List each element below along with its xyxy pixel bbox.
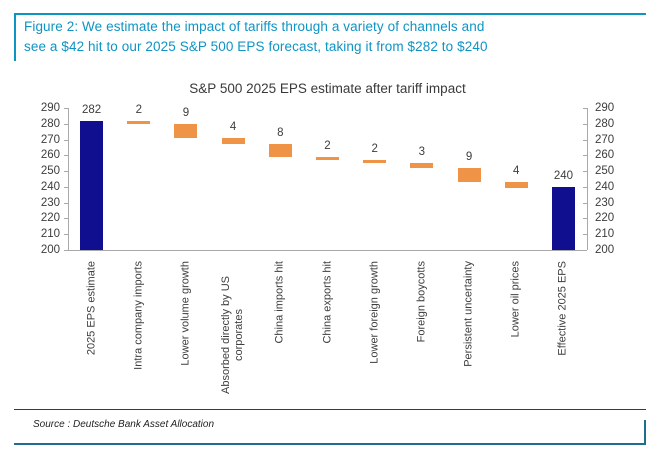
y-tick-right <box>583 155 587 157</box>
bar-value-label: 3 <box>418 146 426 159</box>
y-tick-label-left: 260 <box>40 149 60 162</box>
y-tick-right <box>583 250 587 251</box>
bar-value-label: 2 <box>371 143 378 156</box>
y-tick-left <box>64 186 68 188</box>
category-label: Foreign boycotts <box>415 261 428 343</box>
y-tick-label-left: 240 <box>40 180 60 193</box>
y-tick-label-right: 250 <box>595 165 615 178</box>
waterfall-bar-decrease <box>268 144 292 157</box>
y-tick-left <box>64 171 68 173</box>
waterfall-bar-decrease <box>316 156 339 161</box>
y-axis-right <box>587 108 588 250</box>
y-tick-right <box>583 171 587 173</box>
figure-title-line2: see a $42 hit to our 2025 S&P 500 EPS fo… <box>24 38 488 54</box>
y-tick-label-right: 230 <box>595 196 615 209</box>
category-label: 2025 EPS estimate <box>85 261 98 356</box>
y-tick-label-right: 270 <box>595 133 615 146</box>
figure-title-accent-bar <box>14 13 16 61</box>
y-tick-right <box>583 139 587 141</box>
figure-bottom-rule <box>14 443 646 445</box>
y-tick-left <box>64 218 68 220</box>
bar-value-label: 9 <box>182 106 190 119</box>
y-tick-left <box>64 108 68 109</box>
figure-title-line1: Figure 2: We estimate the impact of tari… <box>24 19 485 34</box>
category-label: Lower volume growth <box>179 261 192 366</box>
y-tick-label-left: 280 <box>40 117 60 130</box>
y-tick-label-left: 250 <box>40 165 60 178</box>
waterfall-bar-total <box>551 186 575 250</box>
bar-value-label: 240 <box>553 169 573 182</box>
y-tick-label-right: 220 <box>595 212 615 225</box>
y-tick-label-right: 200 <box>595 244 615 256</box>
y-tick-right <box>583 186 587 188</box>
y-tick-left <box>64 139 68 141</box>
category-label: China imports hit <box>273 261 286 344</box>
category-label: Intra company imports <box>132 261 145 370</box>
y-tick-right <box>583 123 587 125</box>
category-label: Absorbed directly by US corporates <box>220 276 246 394</box>
y-tick-label-right: 240 <box>595 180 615 193</box>
figure-title: Figure 2: We estimate the impact of tari… <box>24 17 488 56</box>
bar-value-label: 2 <box>135 103 142 116</box>
y-tick-label-right: 210 <box>595 228 615 241</box>
y-tick-left <box>64 155 68 157</box>
bar-value-label: 9 <box>465 150 473 163</box>
bar-value-label: 4 <box>229 120 237 133</box>
bar-value-label: 4 <box>513 165 520 178</box>
source-note: Source : Deutsche Bank Asset Allocation <box>33 419 215 430</box>
waterfall-bar-decrease <box>457 167 481 183</box>
y-tick-label-left: 290 <box>40 102 60 114</box>
category-label: Lower foreign growth <box>368 261 381 364</box>
y-tick-right <box>583 234 587 236</box>
category-label: Persistent uncertainty <box>462 261 475 367</box>
y-tick-left <box>64 234 68 236</box>
y-tick-left <box>64 202 68 204</box>
figure-top-rule <box>14 13 646 15</box>
y-tick-label-right: 280 <box>595 117 615 130</box>
waterfall-bar-decrease <box>410 163 434 168</box>
y-tick-label-left: 220 <box>40 212 60 225</box>
y-tick-right <box>583 108 587 109</box>
bar-value-label: 282 <box>81 103 102 116</box>
y-tick-label-right: 290 <box>595 102 615 114</box>
category-label: Lower oil prices <box>509 261 522 338</box>
y-tick-label-left: 230 <box>40 196 60 209</box>
y-tick-label-right: 260 <box>595 149 615 162</box>
bar-value-label: 8 <box>277 127 284 140</box>
bar-value-label: 2 <box>324 139 331 152</box>
waterfall-bar-decrease <box>127 120 151 124</box>
waterfall-bar-decrease <box>221 137 245 145</box>
category-label: China exports hit <box>321 261 333 344</box>
x-axis <box>68 250 587 251</box>
y-tick-label-left: 210 <box>40 228 60 241</box>
category-label: Effective 2025 EPS <box>556 261 569 356</box>
waterfall-bar-decrease <box>363 160 387 164</box>
source-separator-rule <box>14 409 646 410</box>
y-axis-left <box>68 108 69 250</box>
y-tick-right <box>583 218 587 220</box>
y-tick-right <box>583 202 587 204</box>
waterfall-bar-total <box>80 120 104 250</box>
waterfall-bar-decrease <box>504 182 528 189</box>
chart-title: S&P 500 2025 EPS estimate after tariff i… <box>189 81 466 96</box>
waterfall-bar-decrease <box>174 123 198 138</box>
y-tick-label-left: 270 <box>40 133 60 146</box>
y-tick-label-left: 200 <box>40 244 60 256</box>
figure-bottom-accent-bar <box>644 420 646 443</box>
y-tick-left <box>64 123 68 125</box>
y-tick-left <box>64 250 68 251</box>
